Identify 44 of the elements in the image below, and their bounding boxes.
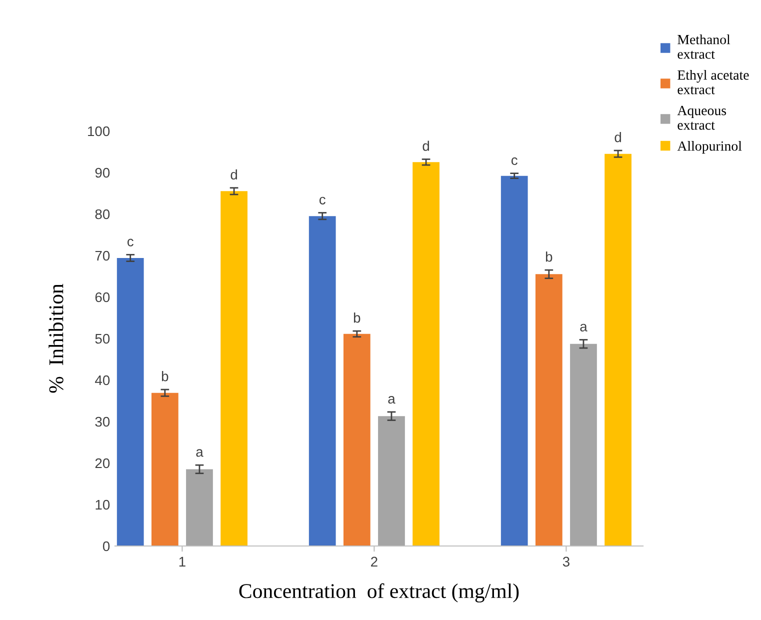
annotation: a <box>580 324 588 332</box>
y-tick-label: 20 <box>95 458 110 468</box>
bar <box>186 469 213 546</box>
annotation: b <box>546 252 552 262</box>
annotation: b <box>354 312 360 323</box>
bar <box>343 334 370 546</box>
annotation: a <box>388 396 396 404</box>
bar <box>378 416 405 546</box>
bar <box>116 258 144 546</box>
bar <box>604 154 632 546</box>
bar <box>151 392 178 546</box>
bar <box>570 344 597 546</box>
y-tick-label: 80 <box>95 209 110 220</box>
y-tick-label: 90 <box>95 168 110 178</box>
bar <box>500 176 528 546</box>
y-tick-label: 0 <box>102 541 110 552</box>
annotation: b <box>162 371 168 382</box>
y-tick-label: 30 <box>95 416 110 427</box>
bar <box>535 274 562 546</box>
y-tick-label: 100 <box>88 126 110 136</box>
x-axis-title: Concentration of extract (mg/ml) <box>239 583 519 602</box>
annotation: d <box>422 140 430 151</box>
y-tick-label: 10 <box>96 500 110 510</box>
bar <box>412 162 440 546</box>
y-tick-label: 40 <box>95 375 110 386</box>
annotation: c <box>511 157 518 166</box>
bar <box>220 191 248 546</box>
x-tick-label: 3 <box>562 556 570 567</box>
annotation: d <box>230 169 238 180</box>
y-axis-title: % Inhibition <box>48 284 64 393</box>
legend-label: Allopurinol <box>677 140 742 154</box>
y-tick-label: 60 <box>95 292 110 302</box>
bar <box>308 216 336 546</box>
legend-label: Aqueous extract <box>677 106 726 130</box>
legend-label: Methanol extract <box>678 34 730 59</box>
y-tick-label: 50 <box>95 334 110 344</box>
legend-label: Ethyl acetate extract <box>678 70 749 94</box>
annotation: c <box>319 196 326 204</box>
annotation: d <box>614 132 622 142</box>
x-tick-label: 1 <box>179 556 186 566</box>
annotation: c <box>127 238 134 246</box>
annotation: a <box>196 449 204 457</box>
y-tick-label: 70 <box>95 250 110 261</box>
x-tick-label: 2 <box>371 556 378 566</box>
